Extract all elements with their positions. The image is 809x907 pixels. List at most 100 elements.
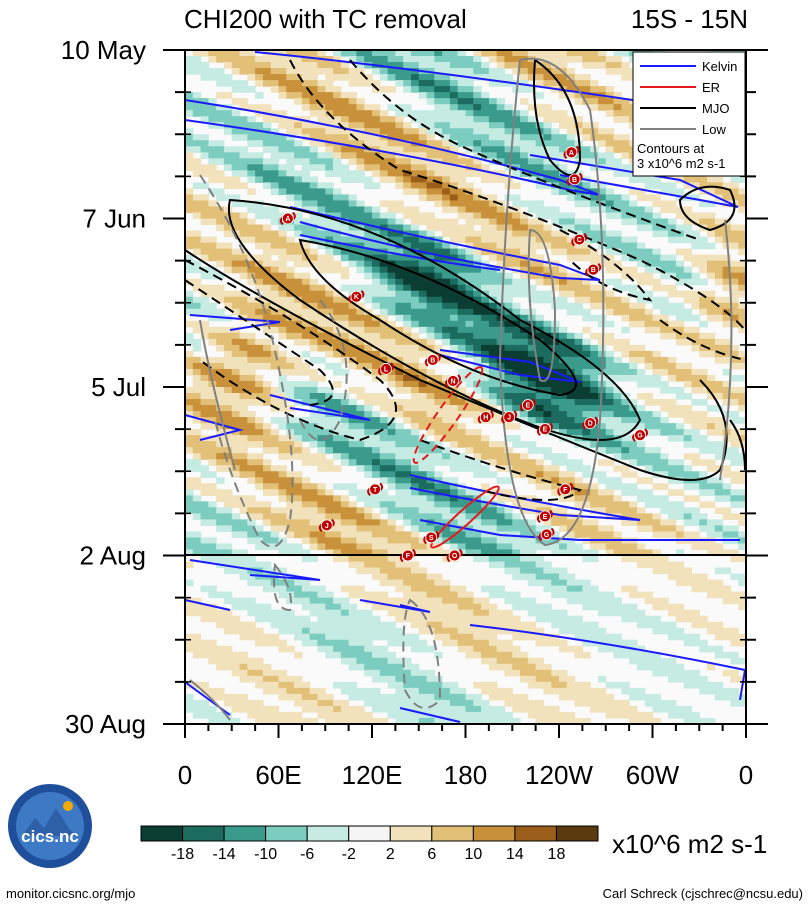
shading-cell [449, 80, 459, 87]
shading-cell [722, 471, 732, 478]
shading-cell [636, 206, 646, 214]
shading-cell [278, 441, 287, 448]
shading-cell [364, 140, 373, 147]
shading-cell [301, 230, 311, 238]
shading-cell [356, 80, 365, 87]
shading-cell [707, 212, 716, 220]
shading-cell [403, 465, 412, 472]
shading-cell [605, 206, 615, 214]
shading-cell [333, 368, 342, 376]
shading-cell [559, 230, 568, 238]
shading-cell [434, 537, 443, 545]
shading-cell [449, 459, 459, 466]
shading-cell [566, 80, 576, 87]
shading-cell [387, 380, 396, 388]
shading-cell [738, 471, 746, 478]
shading-cell [185, 561, 194, 569]
shading-cell [449, 206, 459, 214]
shading-cell [465, 158, 474, 165]
shading-cell [418, 134, 428, 141]
shading-cell [278, 182, 287, 190]
shading-cell [403, 356, 412, 364]
shading-cell [185, 200, 194, 208]
shading-cell [434, 62, 443, 69]
shading-cell [652, 483, 661, 490]
shading-cell [504, 110, 513, 117]
shading-cell [613, 278, 622, 286]
shading-cell [216, 405, 225, 412]
shading-cell [278, 230, 287, 238]
shading-cell [597, 98, 607, 105]
shading-cell [488, 68, 498, 75]
shading-cell [340, 435, 350, 442]
shading-cell [426, 308, 435, 316]
shading-cell [325, 387, 334, 394]
shading-cell [512, 254, 521, 262]
shading-cell [481, 218, 490, 226]
shading-cell [559, 507, 568, 514]
shading-cell [504, 405, 513, 412]
shading-cell [714, 429, 724, 436]
shading-cell [387, 296, 396, 304]
shading-cell [379, 320, 389, 328]
shading-cell [527, 332, 537, 340]
shading-cell [488, 417, 498, 424]
shading-cell [364, 242, 373, 250]
shading-cell [699, 350, 708, 358]
shading-cell [652, 447, 661, 454]
shading-cell [473, 290, 482, 298]
shading-cell [675, 206, 685, 214]
shading-cell [223, 567, 233, 575]
shading-cell [730, 194, 739, 202]
shading-cell [294, 447, 303, 454]
shading-cell [301, 182, 311, 190]
shading-cell [566, 212, 576, 220]
shading-cell [496, 537, 506, 545]
shading-cell [231, 50, 241, 57]
shading-cell [309, 555, 319, 563]
shading-cell [457, 158, 467, 165]
shading-cell [644, 501, 654, 508]
shading-cell [621, 555, 630, 563]
shading-cell [403, 278, 412, 286]
shading-cell [239, 531, 248, 539]
shading-cell [333, 519, 342, 527]
shading-cell [675, 405, 685, 412]
shading-cell [255, 513, 264, 520]
shading-cell [294, 62, 303, 69]
shading-cell [465, 549, 474, 557]
shading-cell [262, 302, 272, 310]
shading-cell [410, 218, 420, 226]
shading-cell [566, 350, 576, 358]
shading-cell [559, 248, 568, 256]
shading-cell [668, 290, 677, 298]
shading-cell [364, 543, 373, 551]
shading-cell [418, 483, 428, 490]
shading-cell [356, 68, 365, 75]
shading-cell [309, 537, 319, 545]
shading-cell [216, 152, 225, 159]
shading-cell [520, 350, 529, 358]
shading-cell [239, 98, 248, 105]
shading-cell [223, 380, 233, 388]
shading-cell [590, 224, 599, 232]
shading-cell [621, 326, 630, 334]
shading-cell [364, 266, 373, 274]
shading-cell [504, 465, 513, 472]
shading-cell [442, 278, 451, 286]
shading-cell [652, 200, 661, 208]
shading-cell [442, 519, 451, 527]
shading-cell [223, 92, 233, 99]
shading-cell [668, 356, 677, 364]
shading-cell [410, 80, 420, 87]
shading-cell [465, 332, 474, 340]
shading-cell [566, 387, 576, 394]
shading-cell [278, 362, 287, 370]
shading-cell [668, 489, 677, 496]
shading-cell [481, 248, 490, 256]
shading-cell [449, 405, 459, 412]
shading-cell [239, 459, 248, 466]
shading-cell [597, 134, 607, 141]
shading-cell [262, 393, 272, 400]
shading-cell [465, 314, 474, 322]
